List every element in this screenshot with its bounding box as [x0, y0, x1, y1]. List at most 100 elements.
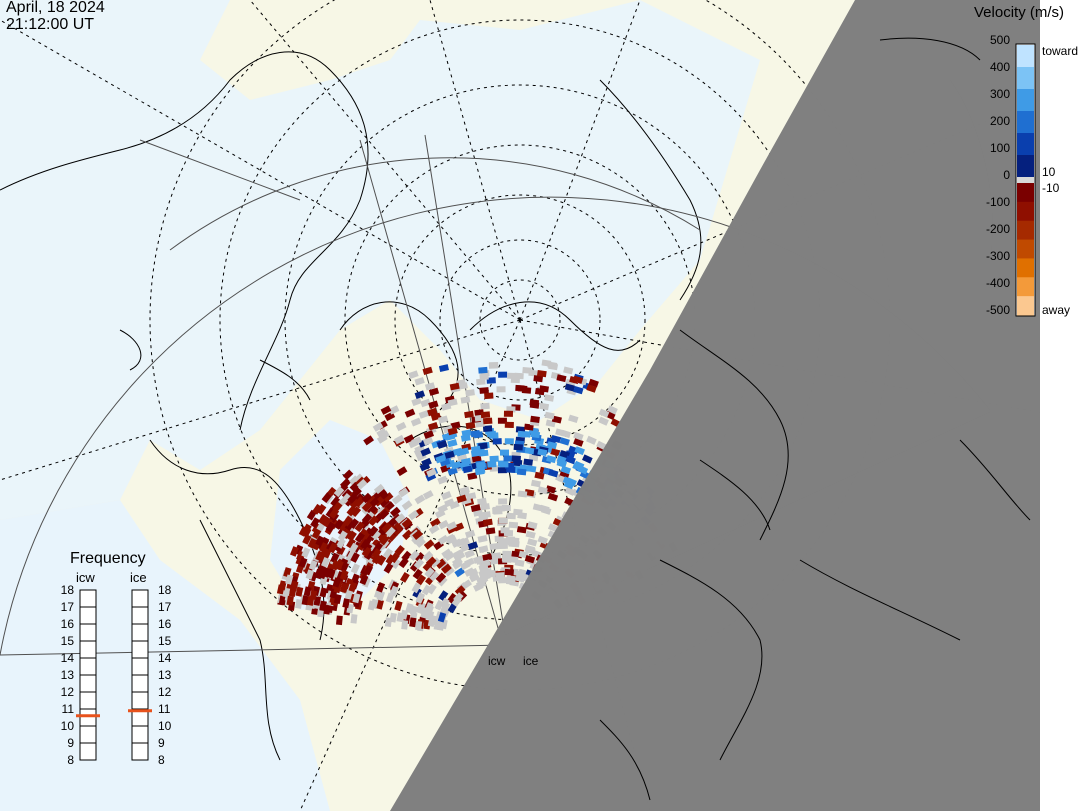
velocity-cell [396, 612, 405, 623]
velocity-cell [286, 595, 294, 606]
velocity-cell [555, 428, 566, 437]
velocity-cell [390, 558, 401, 570]
velocity-cell [289, 546, 299, 557]
velocity-cell [550, 448, 561, 457]
velocity-cell [320, 556, 330, 568]
velocity-cell [356, 478, 368, 490]
velocity-cell [413, 533, 425, 544]
frequency-level-label: 13 [158, 668, 172, 682]
velocity-cell [428, 570, 440, 582]
velocity-cell [401, 500, 413, 511]
velocity-cell [482, 425, 493, 432]
velocity-cell [478, 545, 489, 554]
velocity-cell [537, 486, 548, 495]
velocity-cell [487, 460, 497, 468]
velocity-cell [283, 567, 292, 578]
velocity-cell [524, 447, 535, 455]
time-label: 21:12:00 UT [6, 16, 95, 33]
velocity-cell [525, 530, 536, 539]
velocity-cell [478, 513, 489, 521]
colorbar-swatch-away [1017, 183, 1034, 203]
velocity-cell [435, 454, 446, 464]
velocity-cell [524, 423, 534, 431]
colorbar-swatch-toward [1017, 155, 1034, 178]
velocity-cell [325, 521, 336, 533]
colorbar-tick-label: 400 [989, 60, 1010, 74]
velocity-cell [563, 366, 574, 375]
frequency-level-label: 15 [60, 634, 74, 648]
velocity-cell [467, 541, 479, 550]
velocity-cell [340, 493, 352, 504]
velocity-cell [319, 601, 327, 612]
velocity-cell [489, 455, 499, 463]
velocity-cell [484, 392, 494, 400]
velocity-cell [503, 529, 514, 537]
velocity-cell [388, 405, 400, 415]
velocity-cell [516, 468, 527, 476]
frequency-panel [76, 589, 152, 761]
velocity-cell [348, 581, 358, 593]
velocity-cell [498, 371, 508, 378]
velocity-cell [444, 533, 456, 544]
velocity-cell [537, 535, 549, 545]
velocity-cell [342, 598, 351, 609]
velocity-cell [474, 467, 485, 476]
velocity-cell [361, 546, 372, 558]
velocity-cell [441, 563, 452, 574]
velocity-cell [491, 552, 502, 560]
velocity-cell [530, 479, 541, 488]
velocity-cell [424, 382, 436, 391]
velocity-cell [435, 572, 447, 584]
velocity-cell [303, 586, 312, 597]
velocity-cell [438, 364, 449, 372]
velocity-cell [333, 518, 344, 530]
velocity-cell [330, 496, 341, 508]
frequency-level-label: 14 [158, 651, 172, 665]
velocity-cell [363, 435, 375, 446]
velocity-cell [346, 530, 357, 542]
velocity-cell [342, 469, 354, 481]
velocity-cell [444, 450, 455, 460]
velocity-cell [332, 501, 343, 513]
velocity-cell [598, 416, 609, 426]
velocity-cell [464, 529, 476, 539]
velocity-cell [420, 447, 432, 457]
velocity-cell [525, 546, 536, 555]
velocity-cell [428, 387, 440, 396]
velocity-cell [582, 454, 593, 464]
velocity-cell [427, 407, 438, 417]
velocity-cell [559, 437, 570, 446]
velocity-cell [456, 494, 467, 504]
velocity-cell [480, 559, 491, 568]
velocity-cell [546, 455, 557, 464]
velocity-cell [478, 449, 489, 457]
velocity-cell [336, 545, 346, 557]
velocity-cell [482, 567, 493, 577]
velocity-cell [533, 375, 544, 383]
velocity-cell [437, 575, 448, 587]
velocity-cell [318, 514, 329, 525]
velocity-cell [534, 471, 545, 480]
colorbar-swatch-toward [1017, 89, 1034, 112]
velocity-cell [306, 595, 315, 606]
velocity-cell [485, 527, 496, 535]
velocity-cell [412, 587, 422, 599]
frequency-level-label: 12 [158, 685, 172, 699]
velocity-cell [394, 513, 406, 524]
colorbar-tick-label: 100 [989, 141, 1010, 155]
velocity-cell [381, 522, 392, 533]
velocity-cell [479, 387, 489, 394]
colorbar-tick-label: -300 [985, 249, 1010, 263]
velocity-cell [368, 525, 379, 537]
velocity-cell [517, 490, 528, 498]
velocity-cell [500, 449, 509, 456]
velocity-cell [301, 547, 311, 558]
velocity-cell [330, 559, 340, 571]
velocity-cell [415, 620, 423, 631]
velocity-cell [371, 548, 382, 559]
velocity-cell [285, 574, 294, 585]
velocity-cell [422, 366, 433, 375]
velocity-cell [373, 483, 385, 495]
velocity-cell [455, 448, 467, 457]
velocity-cell [420, 398, 431, 408]
